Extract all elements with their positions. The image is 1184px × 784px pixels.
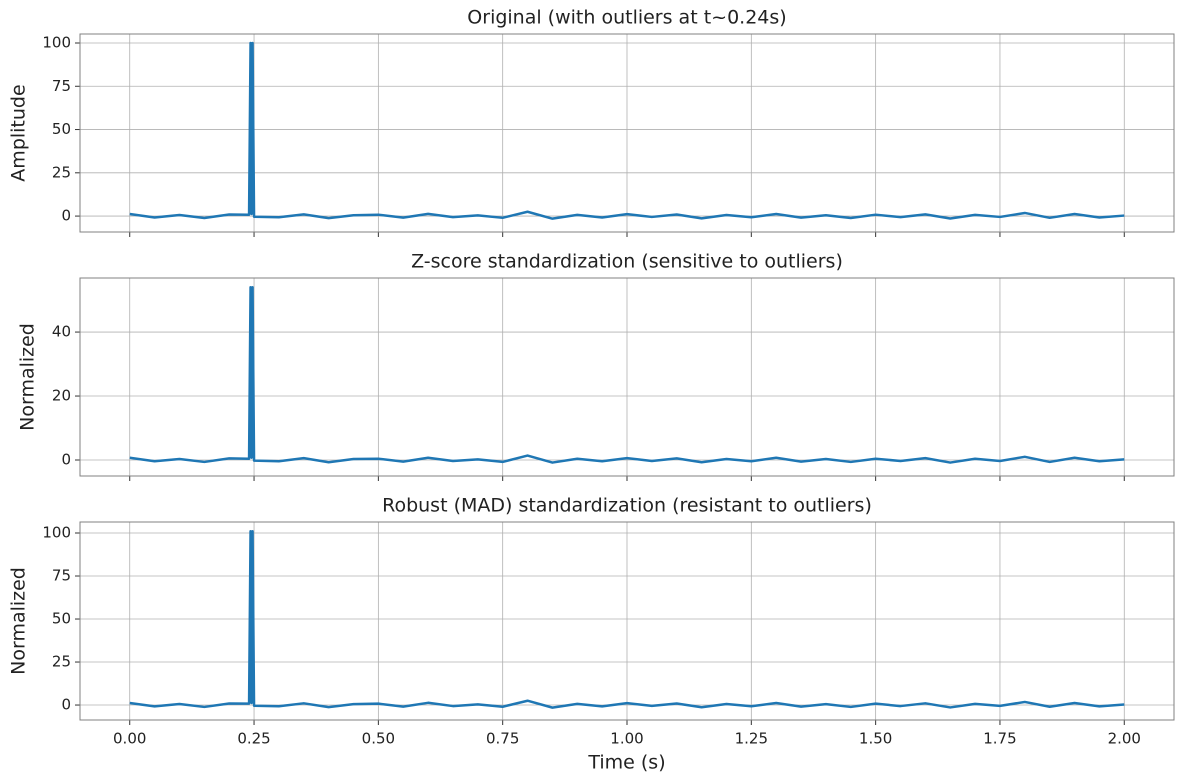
y-tick-label: 50: [52, 610, 71, 628]
x-tick-label: 1.75: [983, 730, 1016, 748]
signal-line: [129, 41, 1125, 220]
x-tick-label: 1.25: [735, 730, 768, 748]
x-tick-label: 1.00: [610, 730, 643, 748]
y-axis-label: Normalized: [17, 323, 39, 431]
x-axis-label: Time (s): [587, 752, 665, 774]
x-tick-label: 0.25: [237, 730, 270, 748]
axes-frame: [79, 33, 1175, 233]
y-tick-label: 75: [52, 77, 71, 95]
y-tick-label: 0: [61, 451, 71, 469]
signal-line: [129, 286, 1125, 464]
axes-frame: [79, 277, 1175, 477]
subplot-title: Z-score standardization (sensitive to ou…: [411, 251, 843, 273]
x-tick-label: 2.00: [1108, 730, 1141, 748]
y-axis-label: Normalized: [8, 567, 30, 675]
x-tick-label: 1.50: [859, 730, 892, 748]
y-tick-label: 25: [52, 653, 71, 671]
subplot: 0 25 50 75 100 Original (with outliers at t~0…: [8, 7, 1175, 237]
y-tick-label: 100: [42, 34, 71, 52]
y-tick-label: 100: [42, 524, 71, 542]
y-tick-label: 0: [61, 696, 71, 714]
y-tick-label: 50: [52, 120, 71, 138]
axes-frame: [79, 521, 1175, 721]
x-tick-label: 0.50: [362, 730, 395, 748]
y-tick-label: 25: [52, 163, 71, 181]
subplot-title: Robust (MAD) standardization (resistant …: [382, 495, 872, 517]
y-tick-label: 75: [52, 567, 71, 585]
y-tick-label: 40: [52, 323, 71, 341]
subplot-title: Original (with outliers at t~0.24s): [467, 7, 786, 29]
y-axis-label: Amplitude: [8, 84, 30, 181]
x-tick-label: 0.75: [486, 730, 519, 748]
y-tick-label: 20: [52, 387, 71, 405]
x-tick-label: 0.00: [113, 730, 146, 748]
y-tick-label: 0: [61, 207, 71, 225]
signal-line: [129, 530, 1125, 709]
subplot: 0.00 0.25 0.50 0.75 1.00 1.25 1.50 1.75 2.00 0 25 5…: [8, 495, 1175, 774]
subplot: 0 20 40 Z-score standardization (sensitive …: [17, 251, 1175, 481]
